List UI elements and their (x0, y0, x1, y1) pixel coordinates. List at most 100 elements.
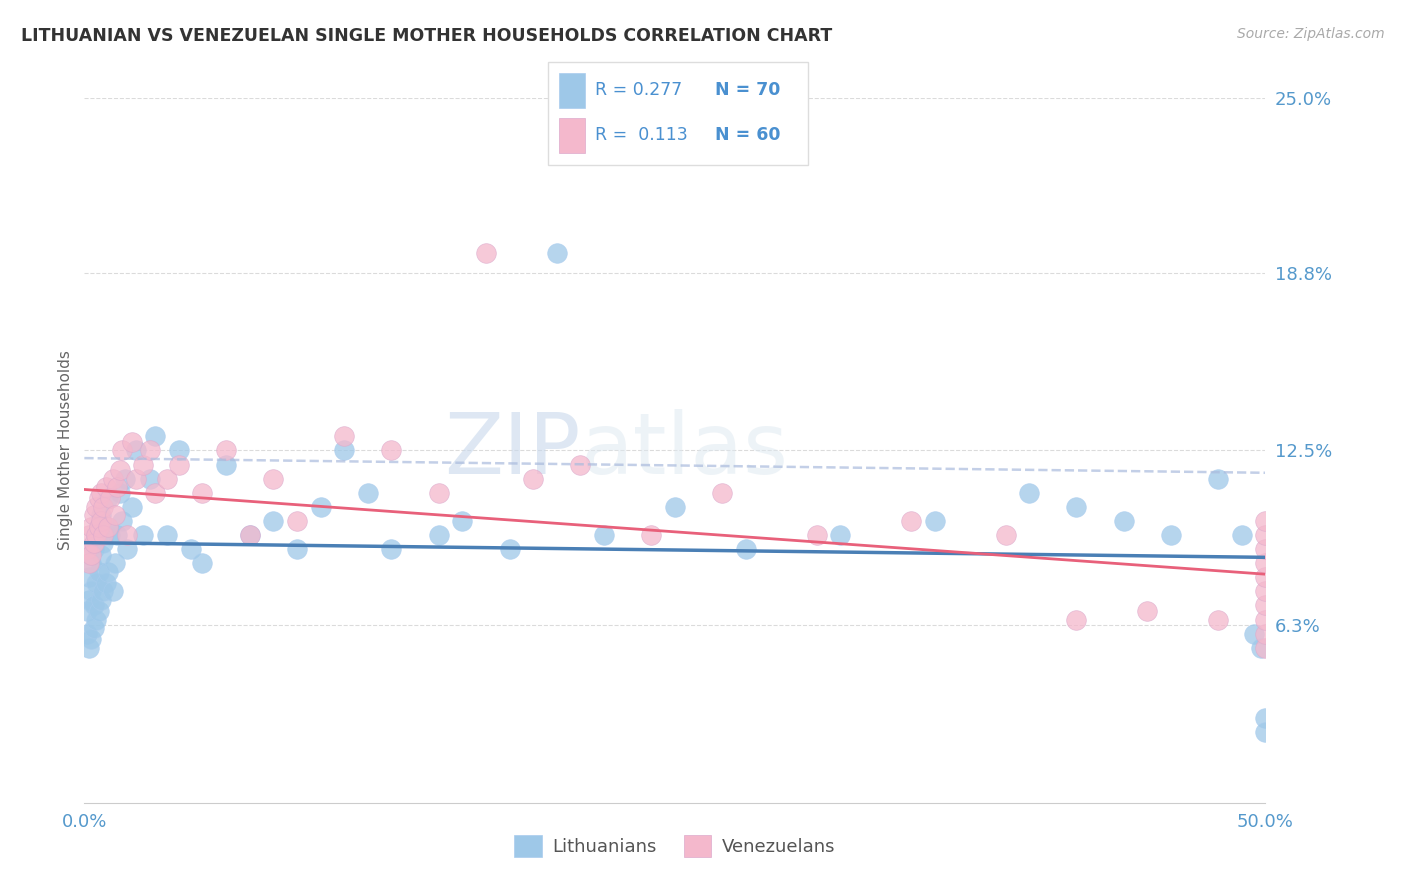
Point (90, 592, 112, 607)
Point (108, 463, 131, 477)
Legend: Lithuanians, Venezuelans: Lithuanians, Venezuelans (508, 828, 842, 864)
Point (83, 599, 105, 613)
Point (167, 458, 190, 472)
Point (125, 443, 148, 458)
Point (593, 528, 616, 542)
Point (664, 500, 686, 514)
Point (91, 584, 114, 599)
Point (427, 528, 450, 542)
Point (285, 514, 308, 528)
Point (121, 500, 143, 514)
Point (101, 472, 124, 486)
Text: atlas: atlas (581, 409, 789, 492)
Point (806, 528, 828, 542)
Point (77, 640, 100, 655)
Point (1206, 472, 1229, 486)
Point (1254, 528, 1277, 542)
Bar (558, 118, 585, 153)
Point (83, 621, 105, 635)
Point (90, 485, 112, 500)
Point (1254, 514, 1277, 528)
Point (333, 429, 356, 443)
Point (180, 542, 202, 557)
Point (1254, 556, 1277, 570)
Point (107, 480, 129, 494)
Point (711, 485, 734, 500)
Point (76, 542, 98, 557)
Point (90, 508, 112, 523)
Point (87, 519, 110, 533)
Point (262, 472, 284, 486)
Point (104, 556, 127, 570)
Bar (558, 73, 585, 108)
Point (98, 491, 121, 506)
Point (380, 443, 402, 458)
Point (262, 514, 284, 528)
Point (121, 435, 143, 450)
Point (1250, 640, 1272, 655)
Point (132, 458, 155, 472)
Point (1112, 514, 1135, 528)
Point (90, 514, 112, 528)
Point (1230, 528, 1253, 542)
Point (76, 604, 98, 618)
Point (90, 548, 112, 562)
Point (1206, 613, 1229, 627)
Point (475, 246, 498, 260)
Point (143, 429, 166, 443)
Point (285, 542, 308, 557)
Point (94, 519, 117, 533)
Point (1254, 584, 1277, 599)
Point (77, 570, 100, 584)
Point (734, 542, 756, 557)
Point (80, 519, 103, 533)
Point (215, 443, 238, 458)
Point (80, 556, 103, 570)
Point (1243, 626, 1265, 640)
Point (97, 491, 120, 506)
Point (1254, 725, 1277, 739)
Point (111, 514, 134, 528)
Point (924, 514, 946, 528)
Point (191, 485, 214, 500)
Point (87, 519, 110, 533)
Point (1254, 626, 1277, 640)
Point (77, 556, 100, 570)
Point (1254, 599, 1277, 613)
Text: N = 70: N = 70 (714, 81, 780, 99)
Point (77, 592, 100, 607)
Point (80, 584, 103, 599)
Point (569, 458, 592, 472)
Point (1018, 485, 1040, 500)
Point (139, 472, 162, 486)
Point (107, 528, 129, 542)
Point (115, 542, 138, 557)
Point (97, 565, 120, 579)
Point (91, 500, 114, 514)
Point (87, 491, 110, 506)
Point (84, 500, 107, 514)
Text: R = 0.277: R = 0.277 (595, 81, 682, 99)
Point (94, 480, 117, 494)
Point (830, 528, 852, 542)
Point (1160, 528, 1182, 542)
Point (239, 528, 262, 542)
Point (333, 443, 356, 458)
Point (191, 556, 214, 570)
Point (1254, 640, 1277, 655)
Point (97, 519, 120, 533)
Text: ZIP: ZIP (444, 409, 581, 492)
Point (1066, 613, 1088, 627)
Point (125, 472, 148, 486)
Point (139, 443, 162, 458)
Point (900, 514, 922, 528)
Point (84, 613, 107, 627)
Point (156, 472, 179, 486)
Point (215, 458, 238, 472)
Point (84, 576, 107, 591)
Text: N = 60: N = 60 (714, 127, 780, 145)
Point (427, 485, 450, 500)
Point (94, 576, 117, 591)
Point (498, 542, 520, 557)
Text: Source: ZipAtlas.com: Source: ZipAtlas.com (1237, 27, 1385, 41)
